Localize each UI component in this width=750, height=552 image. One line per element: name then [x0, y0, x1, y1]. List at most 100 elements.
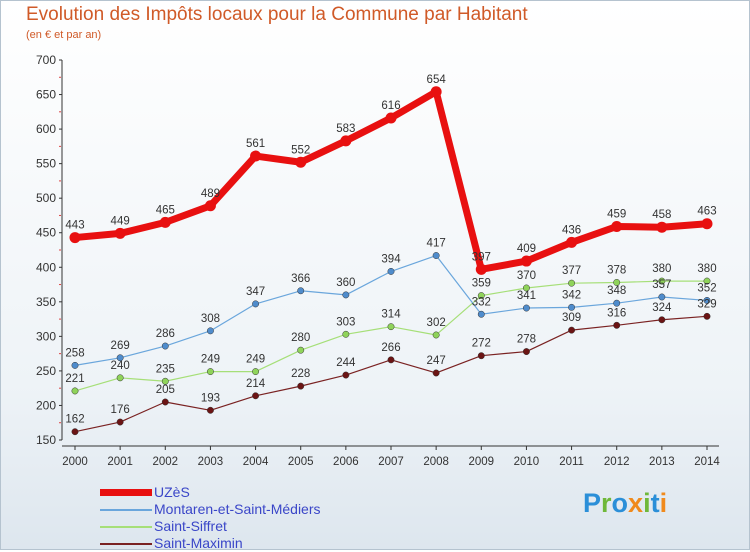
data-label: 347 [246, 286, 265, 298]
y-tick-label: 450 [36, 226, 56, 240]
y-tick-label: 500 [36, 191, 56, 205]
data-label: 409 [517, 243, 536, 255]
data-label: 235 [156, 363, 175, 375]
data-point [206, 368, 214, 376]
data-point [568, 303, 576, 311]
y-tick-label: 650 [36, 88, 56, 102]
x-tick-label: 2004 [243, 456, 269, 468]
data-label: 240 [111, 360, 130, 372]
legend-swatch [100, 526, 152, 528]
data-label: 449 [111, 215, 130, 227]
data-label: 286 [156, 328, 175, 340]
data-label: 324 [652, 302, 672, 314]
data-point [71, 428, 79, 436]
legend-item-saint-maximin: Saint-Maximin [100, 535, 400, 552]
data-label: 308 [201, 313, 220, 325]
legend-swatch [100, 489, 152, 496]
x-tick-label: 2012 [604, 456, 630, 468]
data-label: 205 [156, 384, 175, 396]
data-label: 436 [562, 224, 581, 236]
data-point [522, 348, 530, 356]
data-label: 616 [381, 100, 400, 112]
data-point [71, 361, 79, 369]
data-label: 380 [697, 263, 716, 275]
y-tick-label: 350 [36, 295, 56, 309]
data-point [342, 291, 350, 299]
data-point [477, 292, 485, 300]
data-point [387, 356, 395, 364]
y-tick-label: 550 [36, 157, 56, 171]
data-label: 552 [291, 144, 310, 156]
legend-swatch [100, 543, 152, 545]
data-point [297, 382, 305, 390]
data-point [432, 369, 440, 377]
data-label: 357 [652, 279, 671, 291]
y-tick-label: 200 [36, 398, 56, 412]
data-label: 397 [472, 251, 491, 263]
data-label: 329 [697, 298, 716, 310]
x-tick-label: 2014 [694, 456, 720, 468]
data-label: 380 [652, 263, 671, 275]
data-point [206, 406, 214, 414]
data-point [204, 200, 216, 212]
legend-item-saint-siffret: Saint-Siffret [100, 518, 400, 535]
y-tick-label: 250 [36, 364, 56, 378]
data-point [116, 374, 124, 382]
data-label: 193 [201, 392, 220, 404]
data-label: 269 [111, 340, 130, 352]
data-label: 280 [291, 332, 310, 344]
x-tick-label: 2011 [559, 456, 584, 468]
legend-label: UZèS [154, 484, 190, 500]
data-label: 221 [65, 373, 84, 385]
x-tick-label: 2009 [468, 456, 494, 468]
legend-label: Saint-Maximin [154, 535, 243, 551]
data-point [475, 263, 487, 275]
data-label: 228 [291, 368, 310, 380]
data-point [297, 346, 305, 354]
data-point [703, 312, 711, 320]
y-tick-label: 700 [36, 53, 56, 67]
data-label: 443 [65, 220, 84, 232]
data-label: 162 [65, 414, 84, 426]
legend-swatch [100, 509, 152, 511]
chart-subtitle: (en € et par an) [26, 29, 102, 41]
data-label: 278 [517, 334, 536, 346]
data-point [703, 296, 711, 304]
x-tick-label: 2013 [649, 456, 675, 468]
data-point [568, 326, 576, 334]
data-label: 247 [427, 355, 446, 367]
data-label: 249 [201, 354, 220, 366]
data-label: 266 [381, 342, 400, 354]
y-tick-label: 600 [36, 122, 56, 136]
data-point [701, 218, 713, 230]
data-label: 417 [427, 238, 446, 250]
x-tick-label: 2008 [423, 456, 449, 468]
data-label: 214 [246, 378, 266, 390]
data-label: 258 [65, 347, 84, 359]
data-point [703, 277, 711, 285]
data-point [566, 236, 578, 248]
data-point [116, 418, 124, 426]
data-point [342, 371, 350, 379]
data-point [159, 216, 171, 228]
data-label: 332 [472, 296, 491, 308]
data-label: 348 [607, 285, 626, 297]
data-label: 360 [336, 277, 355, 289]
data-label: 316 [607, 307, 626, 319]
data-point [252, 368, 260, 376]
x-tick-label: 2001 [107, 456, 133, 468]
data-point [613, 321, 621, 329]
data-label: 583 [336, 123, 355, 135]
x-tick-label: 2010 [514, 456, 540, 468]
data-label: 458 [652, 209, 671, 221]
data-label: 176 [111, 404, 130, 416]
data-label: 302 [427, 317, 446, 329]
data-label: 309 [562, 312, 581, 324]
data-point [387, 323, 395, 331]
data-label: 463 [697, 206, 716, 218]
y-tick-label: 300 [36, 329, 56, 343]
data-point [658, 277, 666, 285]
x-tick-label: 2007 [378, 456, 404, 468]
data-point [69, 232, 81, 244]
